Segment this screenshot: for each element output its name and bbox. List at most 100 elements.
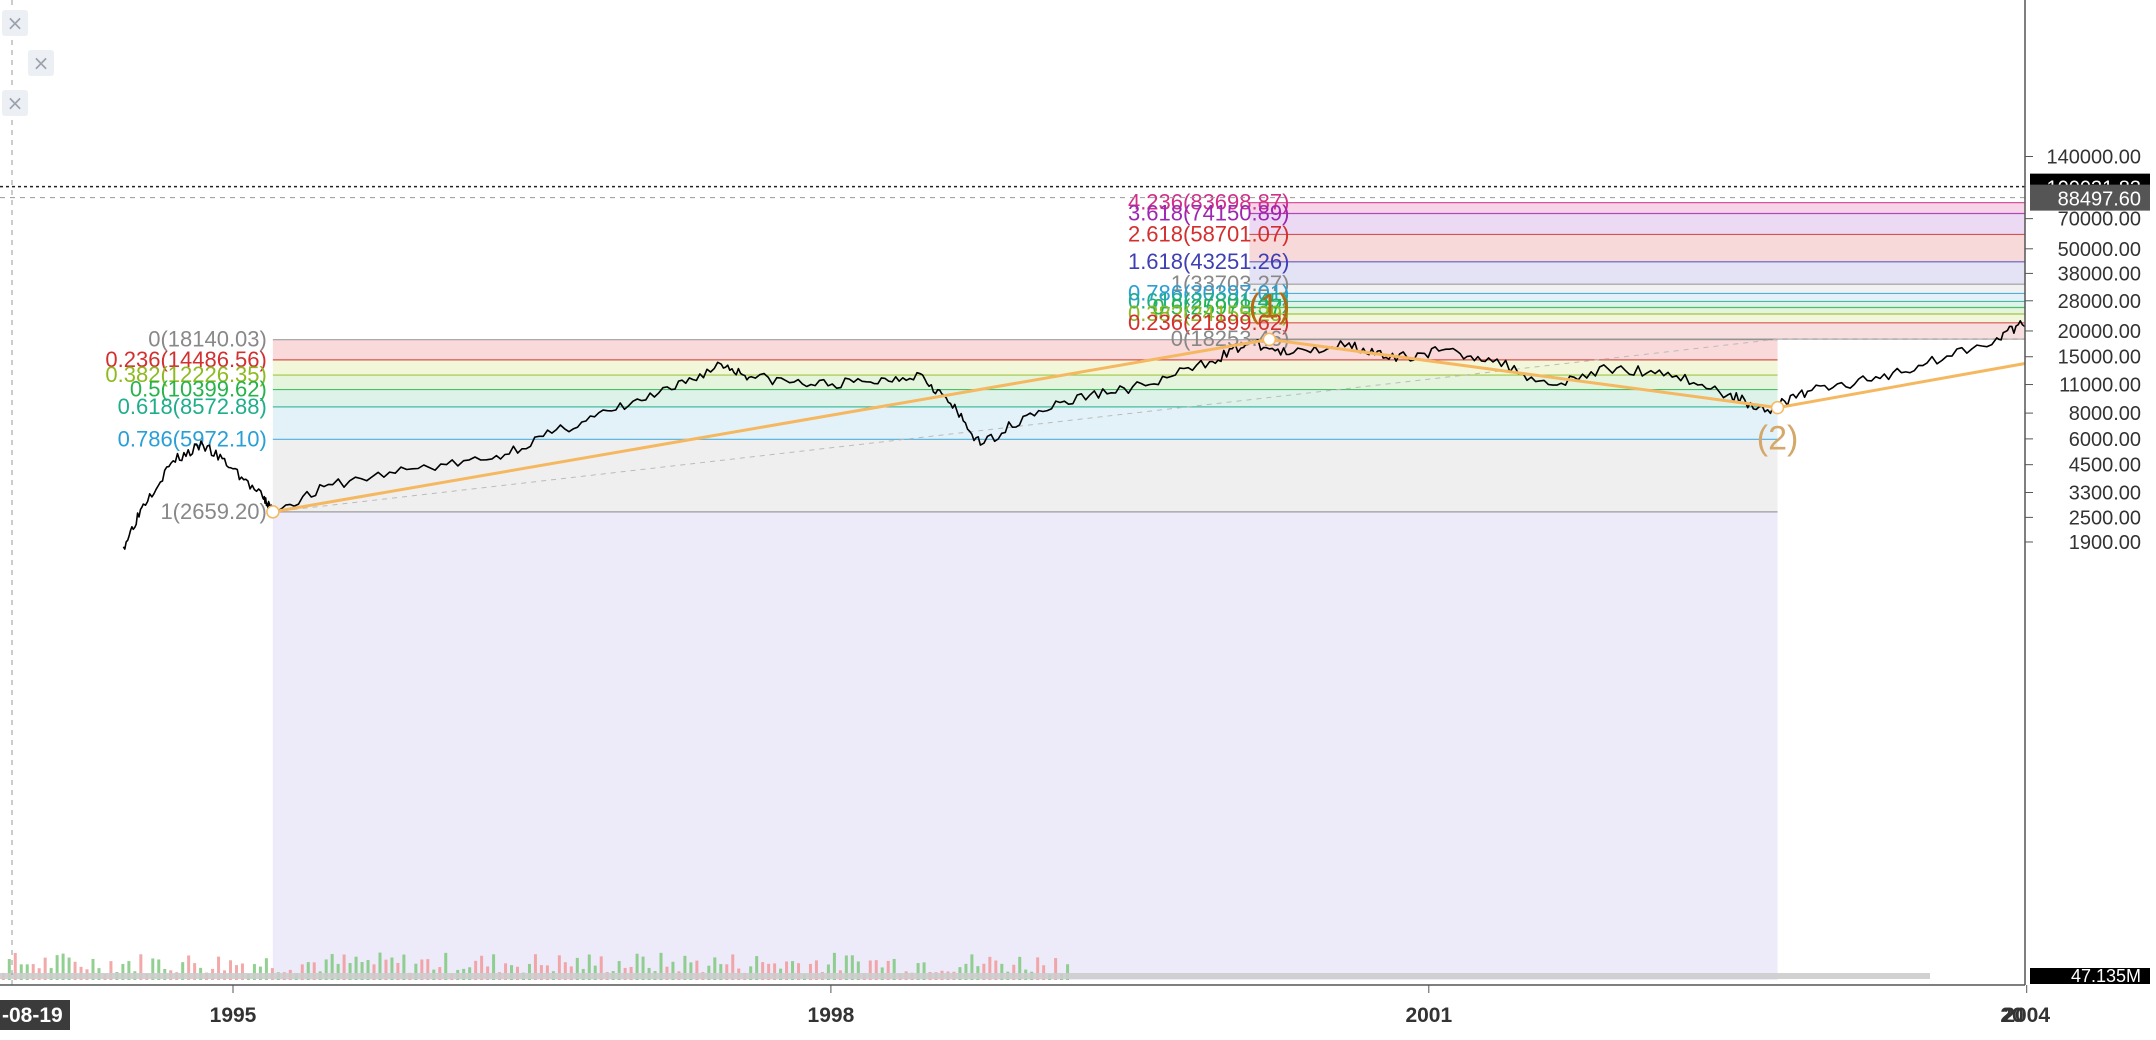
volume-bar [916, 963, 920, 980]
volume-bar [492, 954, 496, 980]
price-tick-label: 140000.00 [2046, 147, 2141, 169]
volume-bar [151, 958, 155, 980]
fib-extension-band [1249, 322, 2156, 340]
volume-bar [402, 954, 406, 980]
fib-extension-band [1249, 234, 2156, 262]
fib-extension-band [1249, 293, 2156, 302]
volume-bar [761, 962, 765, 980]
crosshair-time-tag [0, 1000, 70, 1030]
volume-bar [785, 961, 789, 980]
volume-bar [324, 959, 328, 980]
volume-bar [342, 954, 346, 980]
volume-bar [25, 964, 29, 980]
price-tick-label: 28000.00 [2058, 291, 2141, 313]
fib-retracement-band [272, 511, 1778, 980]
price-tick-label: 15000.00 [2058, 347, 2141, 369]
fib-retracement-band [272, 359, 1778, 376]
volume-bar [635, 953, 639, 980]
close-icon[interactable]: × [2, 90, 28, 116]
fib-extension-band [1249, 202, 2156, 214]
volume-bar [348, 963, 352, 980]
close-icon[interactable]: × [28, 50, 54, 76]
volume-bar [868, 960, 872, 980]
volume-bar [850, 955, 854, 980]
fib-extension-label: 0.5(25978.37) [1152, 295, 1289, 320]
volume-bar [127, 961, 131, 980]
fib-extension-band [1249, 284, 2156, 294]
volume-bar [360, 962, 364, 980]
volume-bar [19, 964, 23, 980]
volume-bar [886, 960, 890, 980]
volume-bar [1066, 964, 1070, 980]
volume-bar [767, 963, 771, 980]
price-tick-label: 50000.00 [2058, 239, 2141, 261]
volume-bar [1000, 963, 1004, 980]
fib-extension-band [1249, 301, 2156, 308]
fib-extension-band [1249, 314, 2156, 323]
price-tick-label: 11000.00 [2059, 375, 2141, 397]
elliott-wave-segment [272, 337, 1270, 514]
volume-bar [366, 960, 370, 980]
volume-bar [61, 953, 65, 980]
volume-bar [557, 955, 561, 980]
volume-bar [719, 964, 723, 980]
volume-bar [43, 957, 47, 980]
volume-bar [1042, 965, 1046, 980]
fib-extension-label: 0.236(21899.62) [1128, 310, 1289, 335]
volume-bar [420, 959, 424, 980]
fib-extension-label: 1.618(43251.26) [1128, 249, 1289, 274]
volume-bar [731, 954, 735, 980]
fib-extension-band [1249, 213, 2156, 235]
price-series-line [122, 318, 2156, 550]
volume-bar [121, 963, 125, 980]
volume-bar [994, 960, 998, 980]
volume-bar [444, 952, 448, 980]
close-icon[interactable]: × [2, 10, 28, 36]
volume-bar [217, 956, 221, 980]
volume-bar [707, 965, 711, 980]
crosshair-price-tag [2030, 184, 2150, 211]
fib-extension-label: 0.382(24155.29) [1128, 301, 1289, 326]
elliott-wave-segment [1269, 337, 1778, 410]
crosshair-time-label: -08-19 [2, 1004, 63, 1027]
elliott-wave-segment [1777, 338, 2156, 410]
volume-bar [683, 955, 687, 980]
volume-bar [109, 961, 113, 980]
volume-bar [563, 962, 567, 980]
volume-bar [1036, 957, 1040, 980]
volume-bar [641, 956, 645, 980]
volume-bar [336, 963, 340, 980]
volume-bar [593, 965, 597, 980]
fib-extension-band [1249, 307, 2156, 315]
volume-bar [791, 961, 795, 980]
volume-bar [480, 955, 484, 980]
volume-bar [587, 954, 591, 980]
price-tick-label: 2500.00 [2069, 507, 2141, 529]
volume-bar [844, 955, 848, 980]
volume-bar [181, 962, 185, 980]
volume-bar [504, 963, 508, 980]
volume-bar [964, 963, 968, 980]
volume-bar [826, 964, 830, 980]
fib-level-label: 0.786(5972.10) [118, 426, 267, 451]
fib-extension-label: 4.236(83698.87) [1128, 190, 1289, 215]
volume-bar [390, 957, 394, 980]
fib-level-label: 0.5(10399.62) [130, 377, 267, 402]
wave-point [266, 505, 280, 519]
volume-bar [13, 952, 17, 980]
fib-retracement-band [272, 439, 1778, 512]
fib-level-label: 0.618(8572.88) [118, 394, 267, 419]
volume-bar [234, 965, 238, 980]
time-tick-label: 1995 [210, 1004, 257, 1027]
volume-tag [2030, 968, 2150, 984]
wave-point [1770, 400, 1785, 415]
volume-bar [354, 956, 358, 980]
volume-bar [527, 963, 531, 980]
volume-bar [832, 952, 836, 980]
volume-bar [384, 959, 388, 980]
volume-bar [157, 959, 161, 980]
volume-bar [856, 961, 860, 980]
volume-bar [187, 955, 191, 980]
volume-bar [229, 960, 233, 980]
